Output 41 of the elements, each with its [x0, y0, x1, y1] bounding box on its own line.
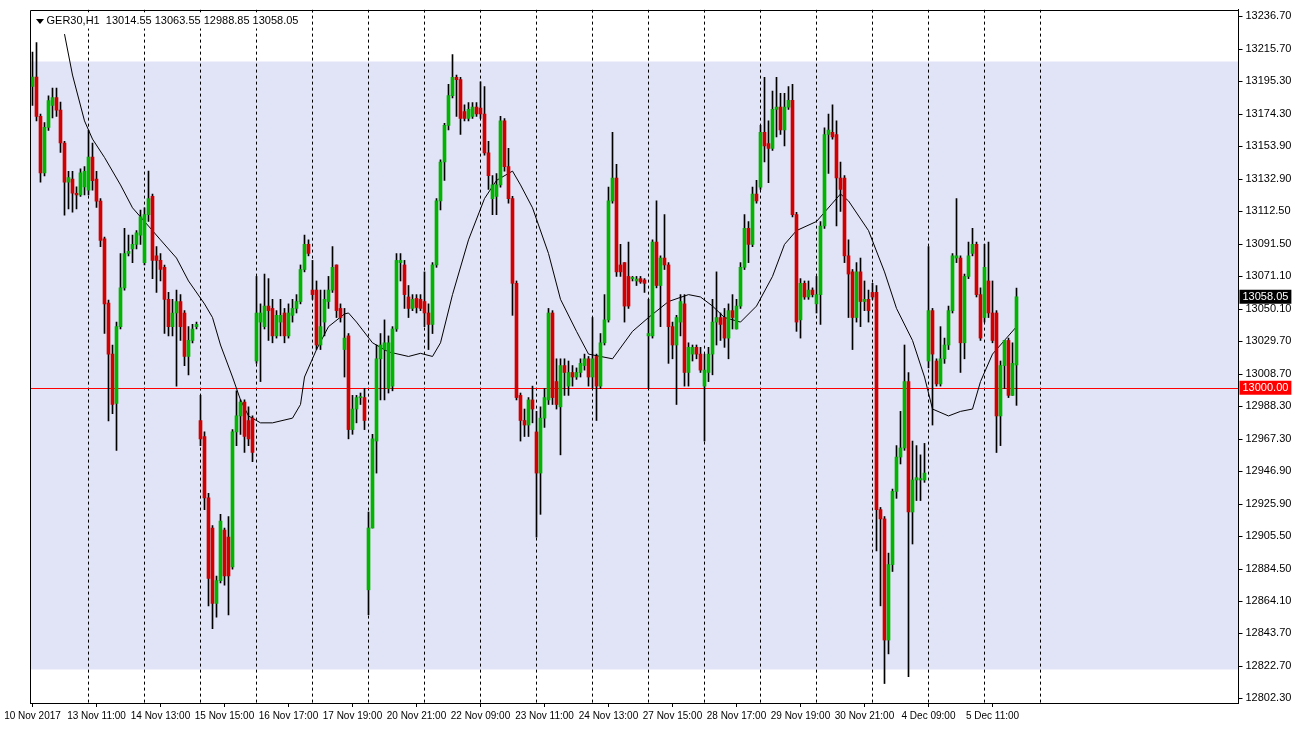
x-tick-label: 24 Nov 13:00	[578, 709, 639, 721]
x-tick-label: 14 Nov 13:00	[130, 709, 191, 721]
y-tick-label: 12967.30	[1245, 432, 1292, 445]
x-tick-label: 28 Nov 17:00	[706, 709, 767, 721]
x-tick-label: 27 Nov 15:00	[642, 709, 703, 721]
ref-line-label: 13000.00	[1242, 380, 1289, 393]
y-tick-label: 12884.50	[1245, 562, 1292, 575]
y-tick-label: 12988.30	[1245, 399, 1292, 412]
y-tick-label: 12843.70	[1245, 626, 1292, 639]
x-tick-label: 20 Nov 21:00	[386, 709, 447, 721]
y-tick-label: 13174.30	[1245, 107, 1292, 120]
y-tick-label: 13029.70	[1245, 334, 1292, 347]
x-tick-label: 10 Nov 2017	[4, 709, 62, 721]
y-tick-label: 13236.70	[1245, 9, 1292, 22]
y-tick-label: 13112.50	[1245, 204, 1291, 217]
x-tick-label: 17 Nov 19:00	[322, 709, 383, 721]
y-tick-label: 12802.30	[1245, 691, 1292, 704]
y-tick-label: 12925.90	[1245, 497, 1292, 510]
y-tick-label: 13091.50	[1245, 237, 1292, 250]
x-tick-label: 23 Nov 11:00	[515, 709, 575, 721]
text: 13058.05	[1242, 289, 1289, 302]
y-tick-label: 13132.90	[1245, 172, 1292, 185]
y-tick-label: 12864.10	[1245, 594, 1292, 607]
y-tick-label: 12905.50	[1245, 529, 1292, 542]
y-tick-label: 13050.10	[1245, 302, 1292, 315]
chart-title: GER30,H1 13014.55 13063.55 12988.85 13058.05	[46, 13, 299, 26]
x-tick-label: 5 Dec 11:00	[965, 709, 1020, 721]
x-tick-label: 29 Nov 19:00	[770, 709, 831, 721]
y-tick-label: 13153.90	[1245, 139, 1292, 152]
y-tick-label: 13008.70	[1245, 367, 1292, 380]
x-tick-label: 13 Nov 11:00	[67, 709, 127, 721]
y-tick-label: 13195.30	[1245, 74, 1292, 87]
x-tick-label: 15 Nov 15:00	[194, 709, 255, 721]
y-tick-label: 13071.10	[1245, 269, 1292, 282]
y-tick-label: 12822.70	[1245, 659, 1292, 672]
y-tick-label: 12946.90	[1245, 464, 1292, 477]
x-tick-label: 16 Nov 17:00	[258, 709, 319, 721]
x-tick-label: 30 Nov 21:00	[834, 709, 895, 721]
y-tick-label: 13215.70	[1245, 42, 1292, 55]
x-tick-label: 4 Dec 09:00	[901, 709, 956, 721]
x-tick-label: 22 Nov 09:00	[450, 709, 511, 721]
